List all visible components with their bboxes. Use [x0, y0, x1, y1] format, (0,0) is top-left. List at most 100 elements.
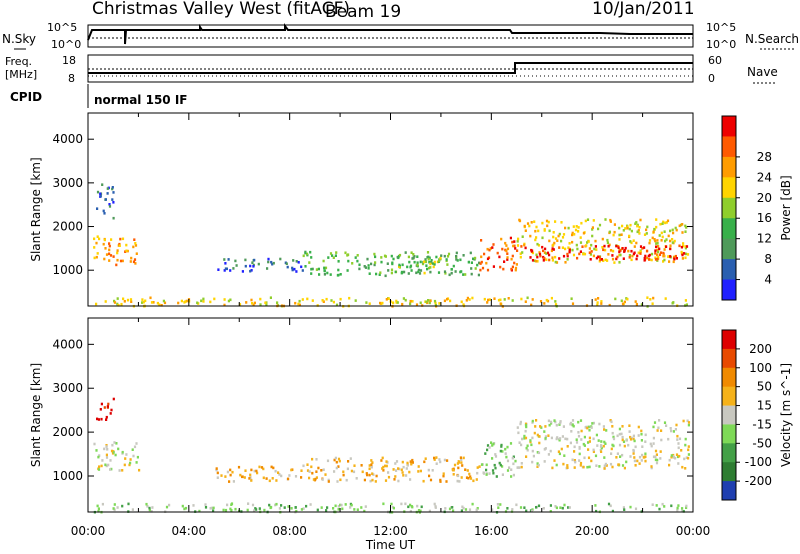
power-cell	[370, 262, 373, 266]
power-cell	[456, 259, 459, 262]
velocity-cell	[685, 456, 688, 459]
velocity-cell	[324, 473, 327, 476]
velocity-cell	[590, 426, 593, 429]
power-cell	[650, 252, 654, 256]
power-cell	[599, 258, 602, 262]
velocity-cell	[535, 506, 538, 509]
power-cell	[513, 240, 516, 243]
power-cell	[557, 234, 560, 238]
power-cell	[367, 264, 370, 267]
power-cell	[365, 301, 368, 304]
velocity-cell	[564, 437, 567, 441]
velocity-cell	[226, 470, 229, 474]
velocity-cell	[493, 463, 496, 467]
velocity-cell	[687, 421, 691, 424]
power-cell	[592, 219, 595, 222]
power-cell	[543, 302, 546, 305]
velocity-cell	[333, 458, 336, 462]
power-cell	[185, 299, 188, 303]
velocity-cell	[571, 458, 574, 462]
velocity-cell	[575, 441, 579, 444]
velocity-cell	[499, 503, 502, 506]
velocity-cell	[491, 508, 494, 511]
velocity-cell	[368, 464, 371, 467]
velocity-cell	[215, 467, 218, 470]
power-cell	[297, 302, 300, 306]
power-cell	[96, 190, 100, 194]
power-cell	[310, 272, 313, 275]
power-cell	[505, 244, 508, 247]
velocity-cell	[484, 452, 487, 455]
power-cell	[395, 301, 398, 304]
power-cell	[108, 252, 111, 256]
velocity-cell	[360, 464, 363, 467]
velocity-cell	[543, 430, 546, 433]
velocity-cell	[460, 476, 463, 479]
velocity-cell	[472, 479, 475, 483]
velocity-cell	[488, 472, 491, 475]
power-cell	[552, 235, 555, 239]
velocity-cell	[530, 443, 533, 447]
velocity-cell	[488, 446, 491, 449]
velocity-cell	[587, 425, 590, 429]
power-cell	[294, 301, 297, 305]
power-cell	[541, 236, 544, 240]
power-cell	[398, 265, 401, 268]
velocity-cell	[311, 457, 314, 461]
velocity-cell	[97, 510, 100, 513]
power-cell	[552, 243, 555, 247]
power-cell	[587, 240, 590, 243]
power-cell	[321, 299, 324, 302]
power-cell	[600, 300, 603, 303]
velocity-cell	[573, 466, 576, 469]
power-cell	[554, 255, 557, 259]
power-cell	[618, 261, 621, 264]
velocity-cell	[602, 425, 605, 428]
power-cell	[564, 226, 567, 230]
velocity-cell	[520, 465, 523, 469]
velocity-cell	[537, 504, 541, 508]
power-cell	[336, 274, 339, 277]
velocity-colorbar-label: 15	[757, 399, 772, 413]
power-cell	[669, 229, 672, 233]
velocity-cell	[649, 442, 652, 446]
power-cell	[434, 303, 437, 307]
velocity-cell	[681, 507, 684, 510]
velocity-cell	[97, 418, 100, 421]
velocity-cell	[204, 503, 207, 506]
power-cell	[524, 229, 527, 232]
power-cell	[653, 227, 656, 231]
power-cell	[539, 300, 543, 303]
power-cell	[202, 297, 205, 301]
velocity-cell	[582, 442, 585, 446]
velocity-cell	[461, 464, 464, 467]
power-cell	[325, 297, 328, 301]
velocity-cell	[438, 458, 441, 461]
velocity-xtick-label: 08:00	[272, 524, 307, 538]
velocity-cell	[623, 508, 626, 511]
velocity-cell	[594, 454, 598, 458]
velocity-cell	[321, 478, 324, 481]
power-cell	[512, 244, 515, 248]
power-cell	[122, 297, 125, 301]
power-cell	[444, 272, 447, 275]
power-cell	[654, 258, 658, 261]
velocity-cell	[561, 506, 564, 510]
power-cell	[446, 255, 450, 258]
velocity-cell	[105, 445, 108, 448]
velocity-cell	[106, 405, 109, 408]
velocity-cell	[332, 507, 335, 510]
velocity-cell	[670, 429, 673, 433]
power-ylabel: Slant Range [km]	[29, 157, 43, 261]
power-cell	[664, 221, 667, 225]
power-cell	[504, 241, 507, 245]
power-cell	[576, 247, 579, 251]
power-cell	[613, 261, 616, 264]
velocity-cell	[600, 450, 603, 453]
power-cell	[604, 258, 607, 262]
velocity-cell	[121, 450, 124, 454]
velocity-cell	[302, 507, 305, 510]
power-cell	[402, 297, 405, 300]
power-cell	[395, 299, 398, 303]
